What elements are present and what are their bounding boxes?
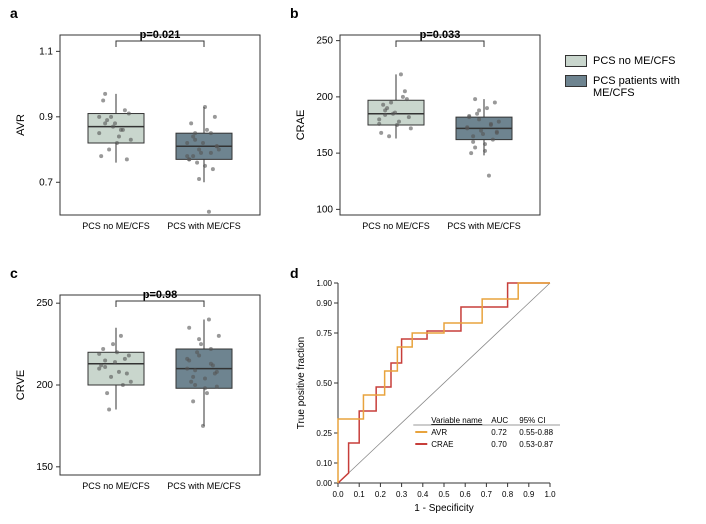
svg-text:250: 250	[316, 36, 333, 47]
svg-text:PCS no ME/CFS: PCS no ME/CFS	[82, 481, 150, 491]
svg-text:True positive fraction: True positive fraction	[296, 337, 307, 429]
svg-text:CRAE: CRAE	[295, 110, 307, 141]
svg-text:0.50: 0.50	[316, 379, 332, 388]
legend: PCS no ME/CFS PCS patients with ME/CFS	[565, 55, 700, 107]
svg-text:0.8: 0.8	[502, 490, 514, 499]
svg-text:PCS with ME/CFS: PCS with ME/CFS	[167, 221, 241, 231]
panel-d-label: d	[290, 265, 299, 281]
svg-text:1.0: 1.0	[544, 490, 556, 499]
panel-a: a 0.7 0.9 1.1 AVR PCS no ME/CFS PCS with ME/C…	[10, 5, 270, 250]
svg-text:0.53-0.87: 0.53-0.87	[519, 440, 553, 449]
svg-text:0.55-0.88: 0.55-0.88	[519, 428, 553, 437]
svg-text:0.90: 0.90	[316, 299, 332, 308]
svg-text:0.70: 0.70	[491, 440, 507, 449]
svg-text:CRVE: CRVE	[15, 370, 27, 400]
svg-text:0.1: 0.1	[354, 490, 366, 499]
svg-text:0.3: 0.3	[396, 490, 408, 499]
legend-swatch-2	[565, 75, 587, 87]
svg-text:0.9: 0.9	[39, 112, 53, 123]
svg-text:p=0.033: p=0.033	[420, 29, 461, 41]
panel-a-label: a	[10, 5, 18, 21]
svg-text:0.75: 0.75	[316, 329, 332, 338]
panel-b: b 100 150 200 250 CRAE PCS no ME/CFS PCS with …	[290, 5, 550, 250]
svg-text:p=0.98: p=0.98	[143, 289, 178, 301]
svg-text:CRAE: CRAE	[431, 440, 453, 449]
svg-text:95% CI: 95% CI	[519, 416, 545, 425]
svg-text:0.7: 0.7	[39, 177, 53, 188]
svg-text:150: 150	[316, 148, 333, 159]
svg-text:Variable name: Variable name	[431, 416, 483, 425]
panel-a-chart: 0.7 0.9 1.1 AVR PCS no ME/CFS PCS with ME/CFS…	[10, 5, 270, 250]
svg-text:0.72: 0.72	[491, 428, 507, 437]
svg-text:0.4: 0.4	[417, 490, 429, 499]
svg-text:p=0.021: p=0.021	[140, 29, 181, 41]
svg-text:PCS with ME/CFS: PCS with ME/CFS	[447, 221, 521, 231]
svg-text:0.9: 0.9	[523, 490, 535, 499]
svg-text:0.2: 0.2	[375, 490, 387, 499]
svg-text:1 - Specificity: 1 - Specificity	[414, 503, 473, 514]
legend-item: PCS patients with ME/CFS	[565, 75, 700, 99]
legend-label: PCS patients with ME/CFS	[593, 75, 680, 99]
panel-d: d 0.00.10.20.30.40.50.60.70.80.91.00.000…	[290, 265, 560, 515]
panel-c-label: c	[10, 265, 18, 281]
panel-c: c 150 200 250 CRVE PCS no ME/CFS PCS with ME/…	[10, 265, 270, 510]
svg-text:1.1: 1.1	[39, 46, 53, 57]
legend-swatch-1	[565, 55, 587, 67]
svg-text:0.7: 0.7	[481, 490, 493, 499]
svg-text:0.5: 0.5	[438, 490, 450, 499]
svg-text:PCS no ME/CFS: PCS no ME/CFS	[362, 221, 430, 231]
panel-b-chart: 100 150 200 250 CRAE PCS no ME/CFS PCS with ME…	[290, 5, 550, 250]
svg-text:200: 200	[316, 92, 333, 103]
panel-c-chart: 150 200 250 CRVE PCS no ME/CFS PCS with ME/CF…	[10, 265, 270, 510]
legend-item: PCS no ME/CFS	[565, 55, 700, 67]
svg-text:0.0: 0.0	[332, 490, 344, 499]
svg-text:250: 250	[36, 298, 53, 309]
svg-text:AVR: AVR	[431, 428, 447, 437]
svg-text:100: 100	[316, 204, 333, 215]
svg-text:1.00: 1.00	[316, 279, 332, 288]
svg-text:AVR: AVR	[15, 114, 27, 136]
panel-b-label: b	[290, 5, 299, 21]
svg-text:AUC: AUC	[491, 416, 508, 425]
svg-text:0.25: 0.25	[316, 429, 332, 438]
svg-text:PCS with ME/CFS: PCS with ME/CFS	[167, 481, 241, 491]
svg-text:0.10: 0.10	[316, 459, 332, 468]
panel-d-chart: 0.0 0.1 0.2 0.3 0.4 0.5 0.6 0.7 0.8 0.9 1.0 0.00 0.1…	[290, 265, 560, 515]
svg-text:150: 150	[36, 462, 53, 473]
svg-text:PCS no ME/CFS: PCS no ME/CFS	[82, 221, 150, 231]
svg-text:0.6: 0.6	[460, 490, 472, 499]
legend-label: PCS no ME/CFS	[593, 55, 676, 67]
svg-text:0.00: 0.00	[316, 479, 332, 488]
svg-text:200: 200	[36, 380, 53, 391]
